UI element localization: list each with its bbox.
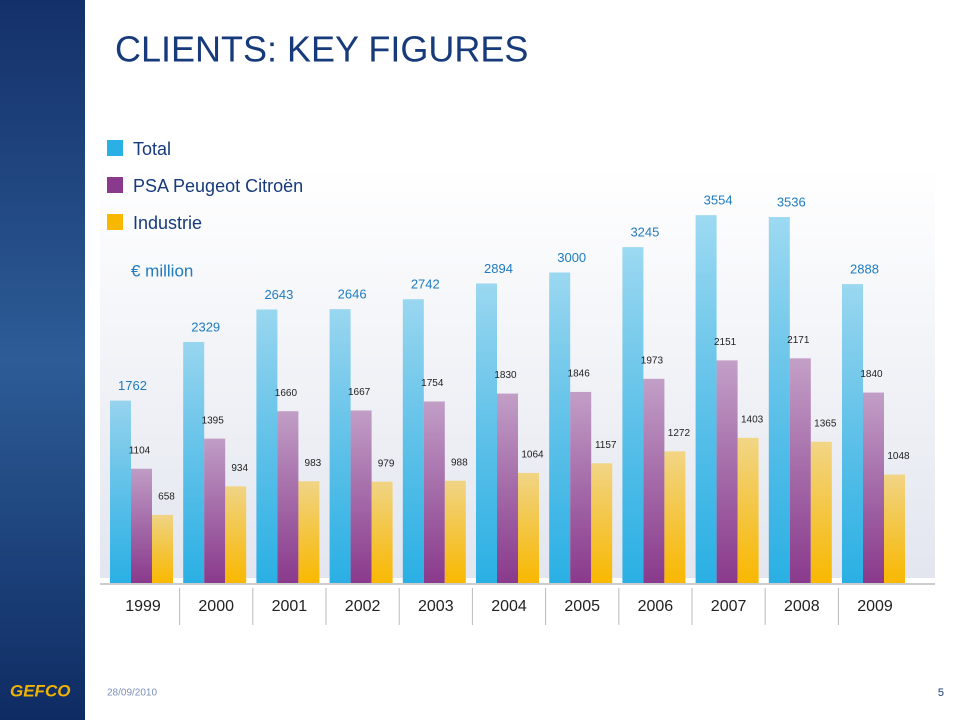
bar [298, 481, 320, 583]
date: 28/09/2010 [107, 688, 157, 699]
bar [643, 378, 665, 583]
bar [444, 480, 466, 583]
value-label: 658 [158, 492, 175, 503]
bar [225, 486, 247, 583]
x-tick-label: 1999 [125, 598, 161, 615]
total-label: 3000 [557, 250, 586, 265]
x-tick-label: 2006 [638, 598, 674, 615]
x-tick-label: 2002 [345, 598, 381, 615]
total-label: 3554 [704, 193, 733, 208]
total-label: 3536 [777, 194, 806, 209]
bar [768, 217, 790, 584]
value-label: 1048 [887, 451, 910, 462]
bar [716, 360, 738, 583]
bar [570, 391, 592, 583]
bar [591, 463, 613, 583]
slide-title: CLIENTS: KEY FIGURES [115, 29, 528, 70]
bar [737, 437, 759, 583]
total-label: 2894 [484, 261, 513, 276]
value-label: 979 [378, 458, 395, 469]
x-tick-label: 2009 [857, 598, 893, 615]
x-tick-label: 2007 [711, 598, 747, 615]
total-label: 1762 [118, 378, 147, 393]
x-tick-label: 2008 [784, 598, 820, 615]
legend-label: Industrie [133, 213, 202, 233]
page-number: 5 [938, 687, 944, 699]
value-label: 2171 [787, 335, 810, 346]
value-label: 1395 [202, 415, 225, 426]
value-label: 1754 [421, 378, 444, 389]
total-label: 3245 [630, 225, 659, 240]
x-tick-label: 2005 [564, 598, 600, 615]
x-tick-label: 2000 [198, 598, 234, 615]
x-tick-label: 2003 [418, 598, 454, 615]
bar [497, 393, 518, 583]
value-label: 1840 [860, 369, 883, 380]
x-tick-label: 2001 [272, 598, 308, 615]
bar [110, 400, 131, 583]
bar [371, 481, 393, 583]
bar [810, 441, 832, 583]
bar [256, 309, 278, 583]
bar [183, 341, 205, 583]
bar [884, 474, 905, 583]
bar [204, 438, 226, 583]
bar [664, 451, 686, 583]
value-label: 1365 [814, 418, 837, 429]
legend-swatch [107, 177, 123, 193]
value-label: 1846 [568, 369, 591, 380]
value-label: 1830 [494, 370, 517, 381]
bar [789, 358, 811, 583]
value-label: 1104 [129, 445, 151, 456]
value-label: 2151 [714, 337, 737, 348]
bar [518, 472, 539, 583]
unit-label: € million [131, 261, 193, 280]
total-label: 2888 [850, 262, 879, 277]
value-label: 1973 [641, 355, 664, 366]
bar [842, 284, 863, 583]
bar [622, 247, 644, 583]
value-label: 1157 [595, 440, 617, 451]
value-label: 983 [305, 458, 322, 469]
bar [695, 215, 717, 583]
bar [329, 309, 351, 583]
total-label: 2329 [191, 319, 220, 334]
total-label: 2643 [264, 287, 293, 302]
total-label: 2646 [338, 287, 367, 302]
value-label: 1667 [348, 387, 371, 398]
legend-label: PSA Peugeot Citroën [133, 176, 303, 196]
bar [350, 410, 372, 583]
value-label: 1660 [275, 388, 298, 399]
legend-swatch [107, 214, 123, 230]
bar [152, 514, 173, 583]
bar [402, 299, 424, 583]
total-label: 2742 [411, 277, 440, 292]
value-label: 1064 [521, 450, 544, 461]
bar [863, 392, 884, 583]
bar [277, 411, 299, 583]
value-label: 1403 [741, 414, 764, 425]
bar [131, 468, 152, 583]
value-label: 1272 [668, 428, 691, 439]
bar [549, 272, 571, 583]
sidebar [0, 0, 85, 720]
bar [423, 401, 445, 583]
legend-swatch [107, 140, 123, 156]
legend-label: Total [133, 139, 171, 159]
value-label: 934 [231, 463, 248, 474]
bar [476, 283, 497, 583]
x-tick-label: 2004 [491, 598, 527, 615]
logo: GEFCO [10, 681, 70, 700]
value-label: 988 [451, 457, 468, 468]
